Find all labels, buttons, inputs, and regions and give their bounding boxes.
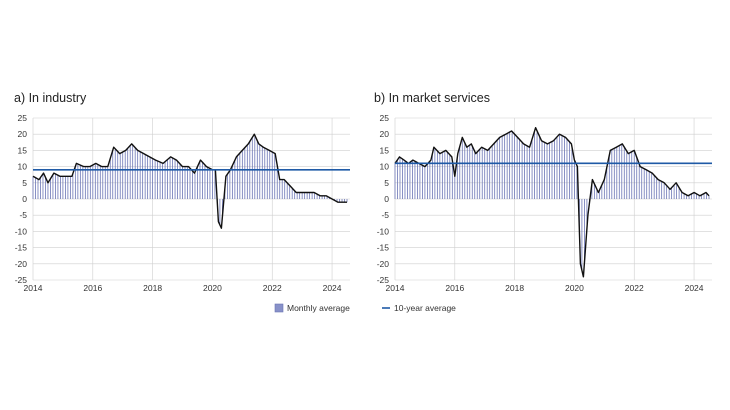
a-ytick-label: 10 — [18, 162, 28, 172]
legend-average: 10-year average — [382, 303, 456, 313]
a-ytick-label: -20 — [15, 259, 28, 269]
b-xtick-label: 2016 — [445, 283, 464, 293]
b-ytick-label: -20 — [377, 259, 390, 269]
b-ytick-label: 20 — [380, 129, 390, 139]
b-ytick-label: 25 — [380, 113, 390, 123]
legend-average-label: 10-year average — [394, 303, 456, 313]
a-xtick-label: 2024 — [323, 283, 342, 293]
a-ytick-label: 0 — [22, 194, 27, 204]
a-ytick-label: -10 — [15, 226, 28, 236]
b-ytick-label: -10 — [377, 226, 390, 236]
b-ytick-label: 15 — [380, 145, 390, 155]
a-monthly-line — [32, 133, 347, 229]
a-xtick-label: 2014 — [24, 283, 43, 293]
a-ytick-label: 25 — [18, 113, 28, 123]
a-xtick-label: 2022 — [263, 283, 282, 293]
b-xtick-label: 2024 — [685, 283, 704, 293]
a-ytick-label: -15 — [15, 243, 28, 253]
b-monthly-line — [394, 127, 710, 278]
a-ytick-label: 20 — [18, 129, 28, 139]
a-xtick-label: 2020 — [203, 283, 222, 293]
panel-b-title: b) In market services — [374, 91, 490, 105]
legend-monthly-label: Monthly average — [287, 303, 350, 313]
b-xtick-label: 2018 — [505, 283, 524, 293]
b-ytick-label: 5 — [384, 178, 389, 188]
b-xtick-label: 2022 — [625, 283, 644, 293]
b-ytick-label: -5 — [381, 210, 389, 220]
panel-a-title: a) In industry — [14, 91, 87, 105]
b-monthly-bars — [394, 130, 710, 271]
b-ytick-label: -15 — [377, 243, 390, 253]
a-xtick-label: 2018 — [143, 283, 162, 293]
b-ytick-label: 0 — [384, 194, 389, 204]
a-ytick-label: -5 — [19, 210, 27, 220]
a-xtick-label: 2016 — [83, 283, 102, 293]
a-ytick-label: 15 — [18, 145, 28, 155]
a-ytick-label: -25 — [15, 275, 28, 285]
b-xtick-label: 2020 — [565, 283, 584, 293]
a-ytick-label: 5 — [22, 178, 27, 188]
b-ytick-label: -25 — [377, 275, 390, 285]
b-ytick-label: 10 — [380, 162, 390, 172]
b-xtick-label: 2014 — [386, 283, 405, 293]
legend-monthly: Monthly average — [274, 303, 350, 313]
a-monthly-bars — [32, 135, 348, 225]
legend-monthly-swatch — [274, 303, 284, 313]
